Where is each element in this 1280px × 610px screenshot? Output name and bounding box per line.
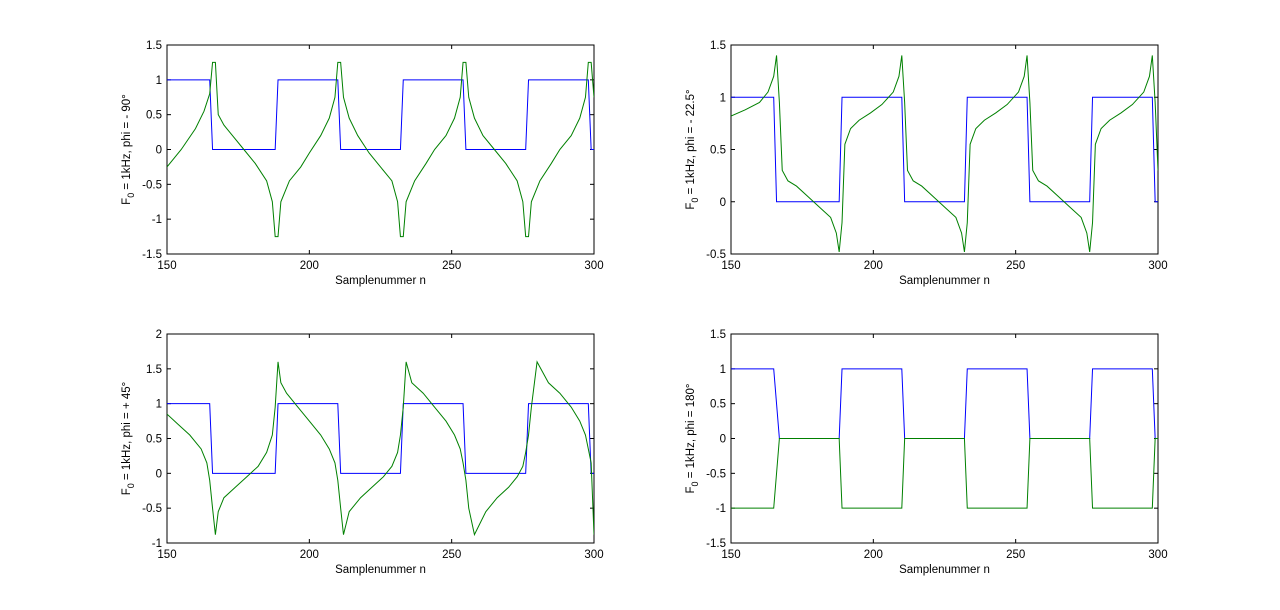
y-tick-label: -1 xyxy=(152,214,162,226)
y-tick-label: 1 xyxy=(720,364,726,376)
x-tick-label: 200 xyxy=(864,260,883,272)
y-tick-label: 1.5 xyxy=(710,329,726,341)
y-tick-label: -1 xyxy=(152,538,162,550)
y-tick-label: 0.5 xyxy=(710,145,726,157)
y-axis-label-prefix: F xyxy=(685,203,697,210)
y-axis-label-subscript: 0 xyxy=(690,198,700,203)
y-tick-label: 0.5 xyxy=(146,110,162,122)
y-axis-label: F0 = 1kHz, phi = - 90° xyxy=(121,94,136,205)
y-tick-label: -1.5 xyxy=(706,538,726,550)
y-tick-label: 1 xyxy=(156,75,162,87)
y-tick-label: -0.5 xyxy=(142,179,162,191)
series-line-green xyxy=(731,55,1158,252)
x-axis-label: Samplenummer n xyxy=(899,275,990,287)
plot-area xyxy=(731,55,1158,252)
y-axis-label-subscript: 0 xyxy=(126,483,136,488)
y-axis-label-text: = 1kHz, phi = + 45° xyxy=(121,382,133,483)
plot-area xyxy=(731,368,1158,509)
subplot-4: 150 200 250 300 -1.5 -1 -0.5 0 0.5 1 1.5 Samplenumm… xyxy=(685,329,1168,576)
x-tick-label: 200 xyxy=(864,549,883,561)
x-axis-label: Samplenummer n xyxy=(335,275,426,287)
x-tick-label: 300 xyxy=(584,549,603,561)
y-axis-label-prefix: F xyxy=(121,488,133,495)
x-tick-label: 200 xyxy=(300,260,319,272)
y-tick-label: 1 xyxy=(156,399,162,411)
series-line-blue xyxy=(731,96,1158,203)
y-tick-label: -1.5 xyxy=(142,249,162,261)
x-tick-label: 200 xyxy=(300,549,319,561)
x-tick-label: 300 xyxy=(584,260,603,272)
x-tick-label: 300 xyxy=(1148,549,1167,561)
x-tick-label: 150 xyxy=(157,549,176,561)
y-axis-label-text: = 1kHz, phi = - 90° xyxy=(121,94,133,193)
x-tick-label: 250 xyxy=(1006,549,1025,561)
series-line-blue xyxy=(167,403,594,474)
x-tick-label: 250 xyxy=(442,549,461,561)
y-tick-label: 0 xyxy=(720,434,726,446)
x-axis-label: Samplenummer n xyxy=(335,564,426,576)
subplot-3: 150 200 250 300 -1 -0.5 0 0.5 1 1.5 2 Samplenummer … xyxy=(121,329,604,576)
subplot-1: 150 200 250 300 -1.5 -1 -0.5 0 0.5 1 1.5 Samplenumm… xyxy=(121,40,604,287)
y-tick-label: 0 xyxy=(156,145,162,157)
x-axis-label: Samplenummer n xyxy=(899,564,990,576)
y-tick-label: 1.5 xyxy=(146,40,162,52)
series-line-green xyxy=(167,61,594,238)
y-tick-label: -0.5 xyxy=(142,503,162,515)
y-tick-label: 1.5 xyxy=(710,40,726,52)
plot-area xyxy=(167,360,594,537)
y-axis-label-subscript: 0 xyxy=(126,193,136,198)
plot-area xyxy=(167,61,594,238)
y-tick-label: 1.5 xyxy=(146,364,162,376)
axes-frame xyxy=(166,333,595,544)
y-tick-label: 0.5 xyxy=(710,399,726,411)
y-tick-label: 1 xyxy=(720,92,726,104)
x-tick-label: 250 xyxy=(1006,260,1025,272)
y-axis-label-text: = 1kHz, phi = 180° xyxy=(685,384,697,482)
y-tick-label: -1 xyxy=(716,503,726,515)
y-axis-label: F0 = 1kHz, phi = 180° xyxy=(685,384,700,494)
x-tick-label: 300 xyxy=(1148,260,1167,272)
x-tick-label: 150 xyxy=(721,260,740,272)
y-tick-label: 2 xyxy=(156,329,162,341)
y-axis-label: F0 = 1kHz, phi = - 22.5° xyxy=(685,89,700,209)
x-tick-label: 150 xyxy=(157,260,176,272)
y-tick-label: -0.5 xyxy=(706,468,726,480)
series-line-green xyxy=(167,360,594,537)
y-tick-label: 0 xyxy=(156,468,162,480)
y-tick-label: -0.5 xyxy=(706,249,726,261)
y-axis-label: F0 = 1kHz, phi = + 45° xyxy=(121,382,136,496)
y-tick-label: 0 xyxy=(720,197,726,209)
y-tick-label: 0.5 xyxy=(146,434,162,446)
y-axis-label-prefix: F xyxy=(121,198,133,205)
y-axis-label-prefix: F xyxy=(685,486,697,493)
x-tick-label: 150 xyxy=(721,549,740,561)
axes-frame xyxy=(730,44,1159,255)
y-axis-label-subscript: 0 xyxy=(690,481,700,486)
x-tick-label: 250 xyxy=(442,260,461,272)
series-line-green xyxy=(731,438,1158,509)
y-axis-label-text: = 1kHz, phi = - 22.5° xyxy=(685,89,697,197)
